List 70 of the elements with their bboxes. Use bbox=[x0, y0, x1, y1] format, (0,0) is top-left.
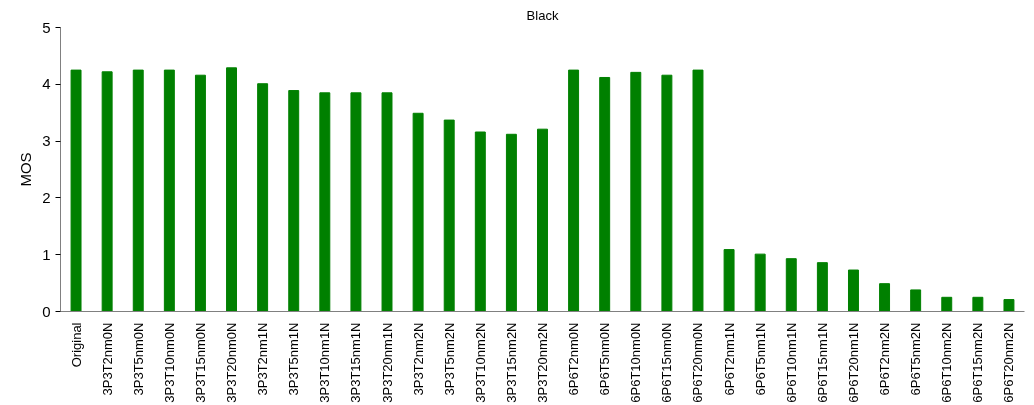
x-tick-label: 3P3T15nm1N bbox=[348, 322, 364, 403]
bar bbox=[816, 262, 828, 312]
bar bbox=[785, 258, 797, 312]
x-tick-label: 6P6T20nm2N bbox=[1001, 322, 1017, 403]
y-tick-label: 3 bbox=[42, 132, 51, 150]
y-tick-label: 5 bbox=[42, 18, 51, 36]
bar bbox=[163, 69, 175, 312]
bar bbox=[443, 119, 455, 312]
bar bbox=[101, 71, 113, 312]
bar bbox=[972, 296, 984, 312]
bar bbox=[257, 83, 269, 312]
x-tick-label: 3P3T10nm0N bbox=[161, 322, 177, 403]
x-tick-label: 3P3T20nm1N bbox=[379, 322, 395, 403]
x-tick-label: 3P3T2nm2N bbox=[410, 322, 426, 396]
bar bbox=[319, 92, 331, 312]
x-tick-label: 6P6T2nm0N bbox=[566, 322, 582, 396]
x-tick-label: 3P3T10nm1N bbox=[317, 322, 333, 403]
x-tick-label: 6P6T15nm0N bbox=[659, 322, 675, 403]
x-tick-label: 6P6T2nm2N bbox=[877, 322, 893, 396]
x-tick-label: 6P6T15nm1N bbox=[814, 322, 830, 403]
bar bbox=[568, 69, 580, 312]
bar bbox=[288, 90, 300, 312]
x-tick-label: 6P6T10nm1N bbox=[783, 322, 799, 403]
bar bbox=[910, 289, 922, 312]
x-tick-label: 6P6T10nm0N bbox=[628, 322, 644, 403]
x-tick-label: 3P3T5nm0N bbox=[130, 322, 146, 396]
x-tick-label: 3P3T5nm2N bbox=[441, 322, 457, 396]
x-tick-label: 3P3T20nm0N bbox=[224, 322, 240, 403]
bar bbox=[132, 69, 144, 312]
bar bbox=[661, 74, 673, 312]
x-tick-label: 6P6T2nm1N bbox=[721, 322, 737, 396]
chart-title: Black bbox=[526, 7, 559, 23]
y-tick-label: 4 bbox=[42, 75, 51, 93]
bar bbox=[599, 76, 611, 312]
y-tick-label: 1 bbox=[42, 245, 51, 263]
x-tick-label: 3P3T10nm2N bbox=[472, 322, 488, 403]
bar bbox=[381, 92, 393, 312]
y-tick-label: 2 bbox=[42, 188, 51, 206]
y-axis-title: MOS bbox=[17, 152, 35, 187]
x-tick-label: 3P3T2nm0N bbox=[99, 322, 115, 396]
x-tick-label: 6P6T15nm2N bbox=[970, 322, 986, 403]
bar bbox=[412, 112, 424, 312]
x-tick-label: 6P6T5nm1N bbox=[752, 322, 768, 396]
x-tick-label: 3P3T15nm2N bbox=[503, 322, 519, 403]
x-tick-label: 3P3T20nm2N bbox=[535, 322, 550, 403]
bar bbox=[194, 74, 206, 312]
x-tick-label: 3P3T15nm0N bbox=[192, 322, 208, 403]
bar bbox=[692, 69, 704, 312]
bar bbox=[70, 69, 82, 312]
bar bbox=[941, 296, 953, 312]
x-tick-label: 6P6T10nm2N bbox=[939, 322, 955, 403]
bar bbox=[847, 269, 859, 312]
bar bbox=[630, 71, 642, 312]
x-tick-label: 3P3T5nm1N bbox=[286, 322, 302, 396]
x-tick-label: 6P6T5nm0N bbox=[597, 322, 613, 396]
bar bbox=[754, 253, 766, 312]
x-tick-label: 6P6T5nm2N bbox=[908, 322, 924, 396]
bar bbox=[1003, 299, 1015, 312]
bar bbox=[505, 133, 517, 312]
bar bbox=[537, 128, 548, 312]
y-tick-label: 0 bbox=[42, 302, 51, 320]
bar bbox=[350, 92, 362, 312]
bar bbox=[723, 249, 735, 312]
bar bbox=[879, 283, 891, 312]
x-tick-label: 3P3T2nm1N bbox=[255, 322, 271, 396]
bar bbox=[474, 131, 486, 312]
x-tick-label: 6P6T20nm1N bbox=[845, 322, 861, 403]
x-tick-label: 6P6T20nm0N bbox=[690, 322, 706, 403]
x-tick-label: Original bbox=[68, 322, 84, 368]
bar bbox=[226, 67, 238, 312]
